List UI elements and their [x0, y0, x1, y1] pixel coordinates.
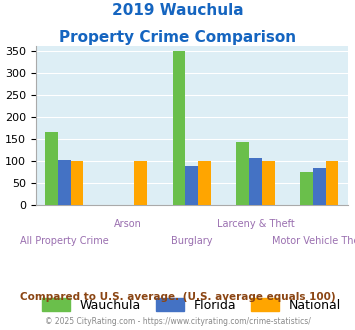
Text: Motor Vehicle Theft: Motor Vehicle Theft [272, 236, 355, 246]
Bar [236, 142, 249, 205]
Text: 2019 Wauchula: 2019 Wauchula [112, 3, 243, 18]
Legend: Wauchula, Florida, National: Wauchula, Florida, National [37, 293, 346, 317]
Bar [326, 161, 338, 205]
Bar [198, 161, 211, 205]
Text: Arson: Arson [114, 219, 142, 229]
Text: Larceny & Theft: Larceny & Theft [217, 219, 294, 229]
Bar [300, 172, 313, 205]
Bar [313, 168, 326, 205]
Bar [45, 132, 58, 205]
Text: Burglary: Burglary [171, 236, 212, 246]
Bar [262, 161, 274, 205]
Bar [58, 160, 71, 205]
Bar [134, 161, 147, 205]
Text: Compared to U.S. average. (U.S. average equals 100): Compared to U.S. average. (U.S. average … [20, 292, 335, 302]
Bar [173, 51, 185, 205]
Text: All Property Crime: All Property Crime [20, 236, 109, 246]
Bar [185, 166, 198, 205]
Bar [71, 161, 83, 205]
Bar [249, 157, 262, 205]
Text: Property Crime Comparison: Property Crime Comparison [59, 30, 296, 45]
Text: © 2025 CityRating.com - https://www.cityrating.com/crime-statistics/: © 2025 CityRating.com - https://www.city… [45, 317, 310, 326]
